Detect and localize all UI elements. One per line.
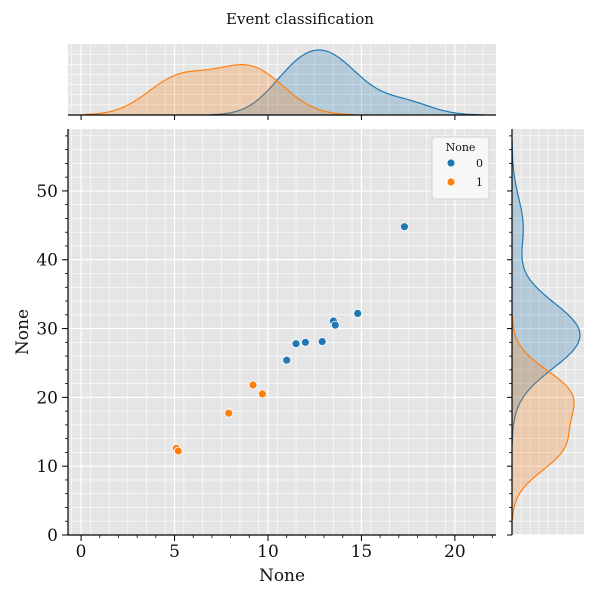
- kde-area-series-0: [512, 140, 580, 446]
- y-axis-label: None: [13, 309, 33, 355]
- y-tick-label: 40: [36, 251, 58, 271]
- kde-area-series-1: [512, 315, 575, 520]
- y-tick-label: 0: [47, 526, 58, 546]
- top-background: [68, 44, 496, 115]
- x-tick-label: 10: [257, 542, 279, 562]
- series-0-points: [282, 222, 409, 365]
- x-grid: [71, 129, 484, 535]
- chart-title: Event classification: [226, 10, 374, 28]
- data-point: [399, 222, 409, 232]
- kde-line-series-0: [511, 140, 581, 446]
- data-point: [291, 339, 301, 349]
- top-x-grid: [71, 44, 484, 115]
- x-tick-label: 0: [76, 542, 87, 562]
- kde-area-series-0: [208, 50, 484, 115]
- legend-title: None: [446, 141, 476, 154]
- y-tick-label: 10: [36, 457, 58, 477]
- y-tick-label: 30: [36, 320, 58, 340]
- legend-marker-0: [446, 158, 456, 168]
- data-point: [317, 337, 327, 347]
- legend-box: [431, 136, 490, 200]
- kde-line-series-1: [83, 63, 356, 116]
- top-marginal-kde: [68, 44, 496, 120]
- data-point: [300, 337, 310, 347]
- series-1-points: [171, 380, 267, 456]
- right-marginal-kde: [507, 129, 584, 536]
- kde-area-series-1: [84, 64, 356, 115]
- data-point: [173, 446, 183, 456]
- legend-marker-1: [446, 177, 456, 187]
- x-axis-label: None: [259, 566, 305, 586]
- plot-background: [68, 129, 496, 535]
- right-x-grid: [520, 129, 576, 535]
- data-point: [353, 308, 363, 318]
- data-point: [257, 389, 267, 399]
- data-point: [330, 320, 340, 330]
- data-point: [224, 408, 234, 418]
- x-tick-label: 20: [444, 542, 466, 562]
- data-point: [248, 380, 258, 390]
- kde-line-series-1: [511, 315, 575, 520]
- data-point: [282, 355, 292, 365]
- kde-line-series-0: [208, 49, 484, 116]
- x-tick-label: 15: [351, 542, 373, 562]
- legend-label-0: 0: [476, 157, 483, 170]
- y-tick-label: 50: [36, 182, 58, 202]
- y-tick-label: 20: [36, 388, 58, 408]
- x-tick-label: 5: [169, 542, 180, 562]
- legend-label-1: 1: [476, 176, 483, 189]
